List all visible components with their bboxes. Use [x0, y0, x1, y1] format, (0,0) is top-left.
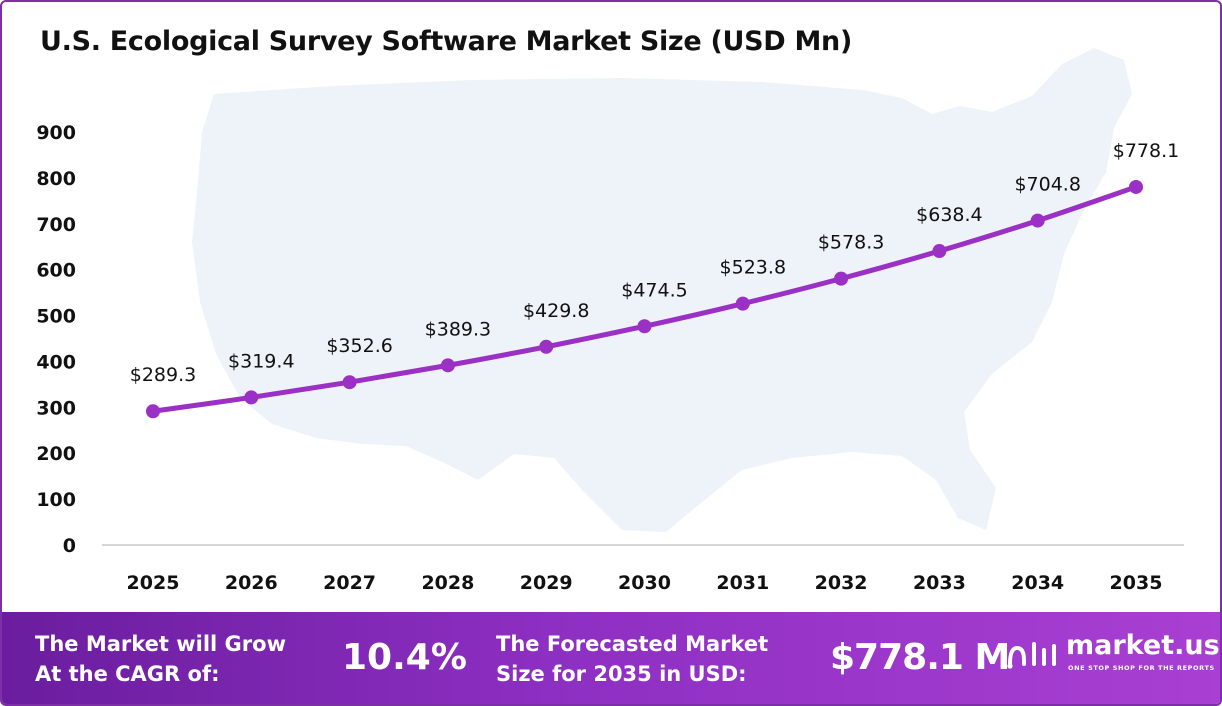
data-label: $352.6 — [326, 335, 392, 357]
y-tick-label: 700 — [36, 214, 76, 236]
forecast-label-line2: Size for 2035 in USD: — [496, 662, 747, 686]
cagr-value: 10.4% — [342, 637, 467, 678]
data-point — [539, 339, 554, 354]
data-label: $778.1 — [1113, 140, 1179, 162]
x-tick-label: 2026 — [225, 572, 278, 594]
y-tick-label: 300 — [36, 397, 76, 419]
x-tick-label: 2035 — [1110, 572, 1163, 594]
data-point — [1129, 179, 1143, 194]
brand-tagline: ONE STOP SHOP FOR THE REPORTS — [1068, 664, 1215, 672]
y-axis: 0 100 200 300 400 500 600 700 800 900 — [36, 122, 76, 557]
y-tick-label: 900 — [36, 122, 76, 144]
cagr-label-line1: The Market will Grow — [35, 632, 286, 656]
x-tick-label: 2028 — [421, 572, 474, 594]
data-point — [834, 271, 849, 286]
data-label: $429.8 — [523, 300, 589, 322]
chart-title: U.S. Ecological Survey Software Market S… — [40, 26, 853, 57]
data-labels: $289.3 $319.4 $352.6 $389.3 $429.8 $474.5 $523… — [130, 140, 1179, 386]
data-point — [735, 296, 750, 311]
cagr-label-line2: At the CAGR of: — [35, 662, 220, 686]
data-label: $289.3 — [130, 364, 196, 386]
y-tick-label: 600 — [36, 260, 76, 282]
x-tick-label: 2025 — [127, 572, 180, 594]
forecast-value: $778.1 M — [830, 637, 1010, 678]
data-point — [342, 375, 357, 390]
data-label: $638.4 — [916, 204, 982, 226]
y-tick-label: 800 — [36, 168, 76, 190]
y-tick-label: 200 — [36, 443, 76, 465]
market-us-logo-icon — [1007, 642, 1056, 669]
y-tick-label: 0 — [63, 535, 76, 557]
x-tick-label: 2031 — [716, 572, 769, 594]
footer-banner: The Market will Grow At the CAGR of: 10.… — [2, 612, 1220, 704]
y-tick-label: 400 — [36, 351, 76, 373]
x-tick-label: 2033 — [913, 572, 966, 594]
x-tick-label: 2034 — [1011, 572, 1064, 594]
usa-map-silhouette — [192, 48, 1132, 532]
data-label: $389.3 — [425, 318, 491, 340]
brand-name: market.us — [1066, 630, 1220, 661]
x-tick-label: 2027 — [323, 572, 376, 594]
data-label: $578.3 — [818, 232, 884, 254]
forecast-label-line1: The Forecasted Market — [496, 632, 769, 656]
data-label: $474.5 — [621, 279, 687, 301]
y-tick-label: 500 — [36, 306, 76, 328]
x-tick-label: 2032 — [815, 572, 868, 594]
data-label: $523.8 — [720, 257, 786, 279]
x-axis: 2025 2026 2027 2028 2029 2030 2031 2032 2033 2034… — [127, 572, 1163, 594]
data-label: $704.8 — [1014, 174, 1080, 196]
data-point — [244, 390, 259, 405]
data-point — [440, 358, 455, 373]
data-point — [932, 244, 947, 259]
data-label: $319.4 — [228, 350, 294, 372]
data-point — [146, 404, 160, 419]
data-point — [637, 319, 652, 334]
data-points — [146, 179, 1143, 419]
data-point — [1030, 213, 1045, 228]
y-tick-label: 100 — [36, 489, 76, 511]
x-tick-label: 2030 — [618, 572, 671, 594]
x-tick-label: 2029 — [520, 572, 573, 594]
